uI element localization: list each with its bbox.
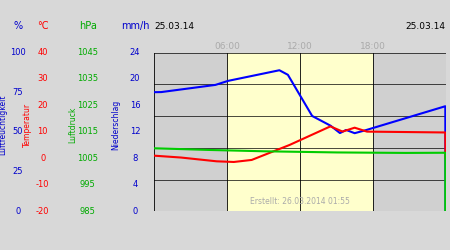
Text: 8: 8 (132, 154, 138, 163)
Text: 10: 10 (37, 127, 48, 136)
Text: Luftfeuchtigkeit: Luftfeuchtigkeit (0, 95, 8, 155)
Text: 75: 75 (13, 88, 23, 97)
Text: -10: -10 (36, 180, 50, 189)
Text: 995: 995 (80, 180, 95, 189)
Text: 40: 40 (37, 48, 48, 57)
Text: Niederschlag: Niederschlag (112, 100, 121, 150)
Text: 985: 985 (80, 207, 96, 216)
Text: 12: 12 (130, 127, 140, 136)
Text: 24: 24 (130, 48, 140, 57)
Text: 20: 20 (37, 101, 48, 110)
Text: Temperatur: Temperatur (22, 103, 32, 147)
Text: %: % (14, 21, 22, 31)
Text: -20: -20 (36, 207, 50, 216)
Text: 1015: 1015 (77, 127, 98, 136)
Text: 20: 20 (130, 74, 140, 84)
Text: Luftdruck: Luftdruck (68, 107, 77, 143)
Text: 1045: 1045 (77, 48, 98, 57)
Bar (227, 52, 373, 211)
Text: hPa: hPa (79, 21, 97, 31)
Text: 0: 0 (132, 207, 138, 216)
Text: 30: 30 (37, 74, 48, 84)
Text: 1035: 1035 (77, 74, 98, 84)
Text: 16: 16 (130, 101, 140, 110)
Text: 1005: 1005 (77, 154, 98, 163)
Bar (154, 52, 227, 211)
Text: °C: °C (37, 21, 49, 31)
Text: mm/h: mm/h (121, 21, 149, 31)
Text: 4: 4 (132, 180, 138, 189)
Text: 25: 25 (13, 167, 23, 176)
Text: 50: 50 (13, 127, 23, 136)
Text: 25.03.14: 25.03.14 (405, 22, 446, 31)
Text: 0: 0 (40, 154, 45, 163)
Text: 0: 0 (15, 207, 21, 216)
Text: Erstellt: 26.03.2014 01:55: Erstellt: 26.03.2014 01:55 (250, 198, 350, 206)
Bar (373, 52, 446, 211)
Text: 1025: 1025 (77, 101, 98, 110)
Text: 100: 100 (10, 48, 26, 57)
Text: 25.03.14: 25.03.14 (154, 22, 194, 31)
